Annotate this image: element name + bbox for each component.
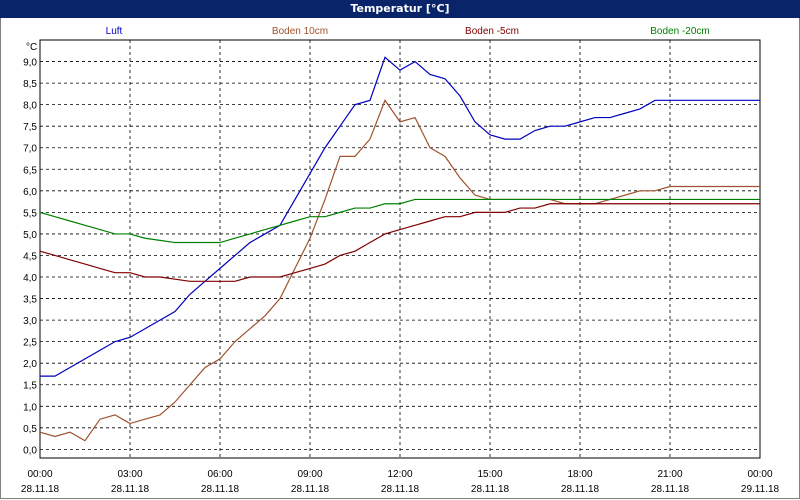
x-tick-date: 28.11.18 xyxy=(111,484,150,495)
y-tick-label: 3,5 xyxy=(23,295,37,306)
y-tick-label: 6,5 xyxy=(23,165,37,176)
legend-item: Luft xyxy=(106,26,123,37)
y-tick-label: 4,5 xyxy=(23,251,37,262)
chart-title: Temperatur [°C] xyxy=(0,0,800,18)
y-tick-label: 1,5 xyxy=(23,381,37,392)
x-tick-time: 06:00 xyxy=(207,469,232,480)
legend-item: Boden -20cm xyxy=(650,26,709,37)
x-tick-date: 28.11.18 xyxy=(471,484,510,495)
y-tick-label: 5,0 xyxy=(23,230,37,241)
y-tick-label: 2,0 xyxy=(23,359,37,370)
x-tick-date: 28.11.18 xyxy=(561,484,600,495)
y-tick-label: 8,5 xyxy=(23,79,37,90)
y-axis-unit: °C xyxy=(26,42,37,53)
series-line xyxy=(39,99,760,442)
y-tick-label: 1,0 xyxy=(23,402,37,413)
y-tick-label: 2,5 xyxy=(23,338,37,349)
series-line xyxy=(39,203,760,282)
y-tick-label: 7,5 xyxy=(23,122,37,133)
x-tick-time: 00:00 xyxy=(747,469,772,480)
x-tick-time: 00:00 xyxy=(27,469,52,480)
x-tick-time: 12:00 xyxy=(387,469,412,480)
y-tick-label: 7,0 xyxy=(23,144,37,155)
x-tick-time: 03:00 xyxy=(117,469,142,480)
y-tick-label: 8,0 xyxy=(23,101,37,112)
x-tick-time: 18:00 xyxy=(567,469,592,480)
y-tick-label: 9,0 xyxy=(23,58,37,69)
series-line xyxy=(40,56,760,377)
x-tick-time: 15:00 xyxy=(477,469,502,480)
legend-item: Boden -5cm xyxy=(465,26,519,37)
y-tick-label: 3,0 xyxy=(23,316,37,327)
y-tick-label: 0,0 xyxy=(23,445,37,456)
legend-item: Boden 10cm xyxy=(272,26,328,37)
series-line xyxy=(39,198,760,244)
x-tick-time: 09:00 xyxy=(297,469,322,480)
y-tick-label: 5,5 xyxy=(23,208,37,219)
y-tick-label: 6,0 xyxy=(23,187,37,198)
y-tick-label: 4,0 xyxy=(23,273,37,284)
x-tick-date: 28.11.18 xyxy=(21,484,60,495)
y-tick-label: 0,5 xyxy=(23,424,37,435)
x-tick-date: 29.11.18 xyxy=(741,484,780,495)
x-tick-time: 21:00 xyxy=(657,469,682,480)
x-tick-date: 28.11.18 xyxy=(651,484,690,495)
x-tick-date: 28.11.18 xyxy=(201,484,240,495)
x-tick-date: 28.11.18 xyxy=(291,484,330,495)
x-tick-date: 28.11.18 xyxy=(381,484,420,495)
